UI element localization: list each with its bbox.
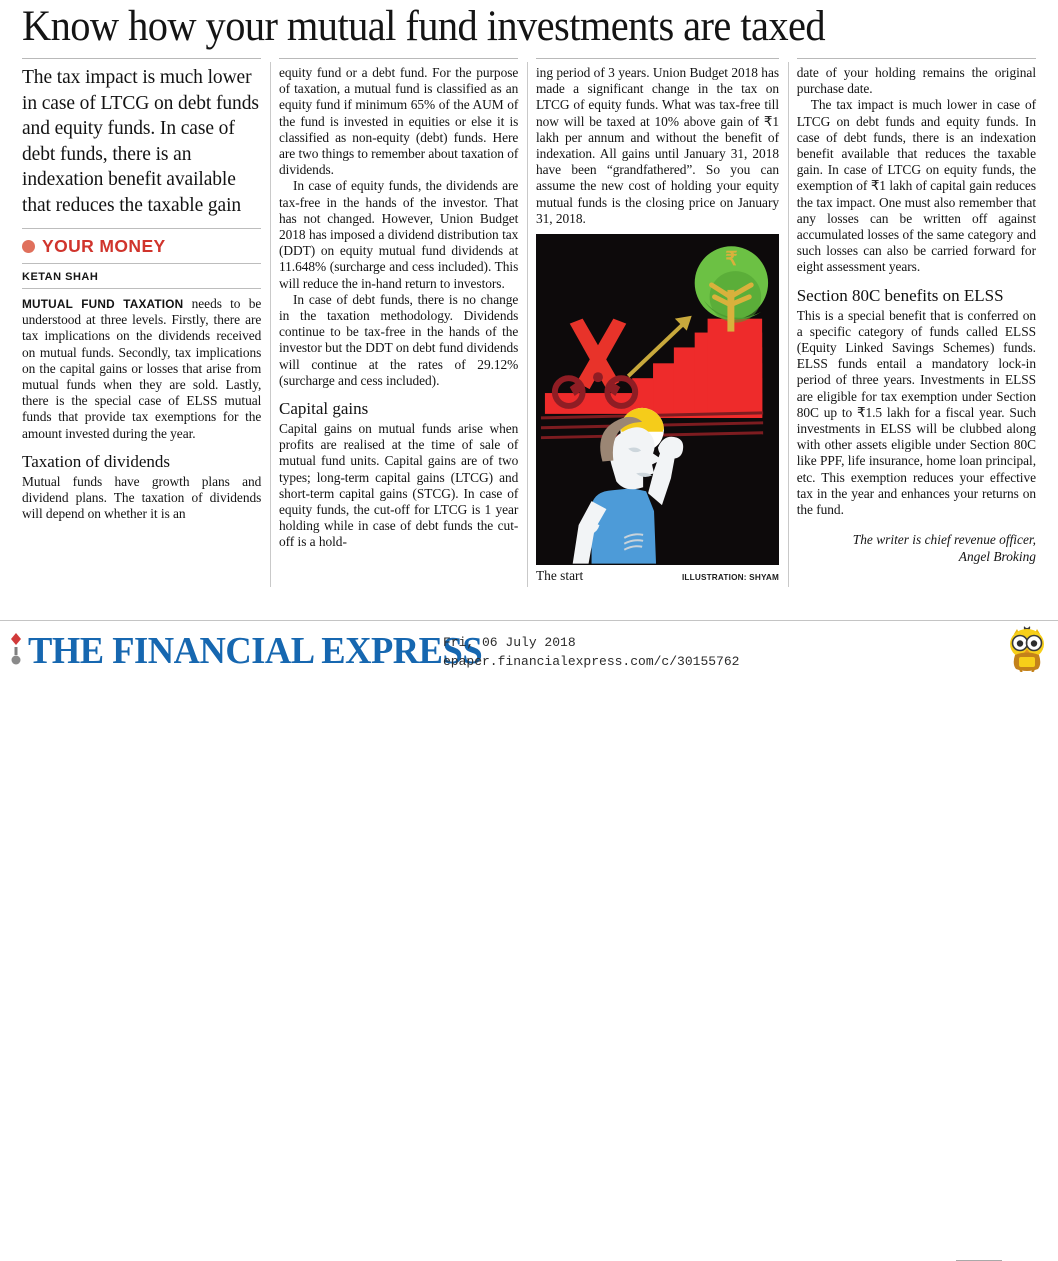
person-fist	[657, 436, 684, 459]
writer-signoff-line2: Angel Broking	[958, 548, 1036, 564]
divider	[22, 263, 262, 264]
column-1: The tax impact is much lower in case of …	[22, 58, 261, 613]
publication-date: Fri, 06 July 2018	[443, 635, 576, 650]
illustration-image: ₹	[536, 234, 779, 566]
person-face	[609, 427, 662, 490]
subhead-taxation-of-dividends: Taxation of dividends	[22, 451, 171, 471]
divider	[22, 288, 262, 289]
column-gutter	[261, 58, 279, 613]
flexing-person-illustration	[572, 416, 684, 564]
illustration-caption: The start	[536, 568, 584, 584]
kicker-label: YOUR MONEY	[42, 236, 166, 256]
paragraph: The tax impact is much lower in case of …	[796, 97, 1036, 275]
rupee-symbol: ₹	[725, 248, 737, 269]
standfirst: The tax impact is much lower in case of …	[22, 67, 259, 216]
byline: KETAN SHAH	[22, 271, 99, 283]
page-title: Know how your mutual fund investments ar…	[22, 3, 826, 50]
article-columns: The tax impact is much lower in case of …	[22, 58, 1036, 613]
person-right-arm	[648, 447, 676, 506]
writer-signoff-line1: The writer is chief revenue officer,	[852, 532, 1036, 548]
column-top-rule	[536, 58, 779, 59]
subhead-section-80c: Section 80C benefits on ELSS	[796, 285, 1004, 305]
money-tree-icon: ₹	[694, 246, 769, 332]
divider	[22, 228, 262, 229]
growth-arrow-icon	[626, 315, 692, 378]
person-shirt	[591, 488, 657, 564]
column-top-rule	[796, 58, 1036, 59]
person-fingers	[623, 533, 644, 551]
scissors-icon	[551, 318, 639, 409]
footer-top-rule	[0, 620, 1058, 621]
column-2: equity fund or a debt fund. For the purp…	[279, 58, 518, 613]
column-4: date of your holding remains the origina…	[796, 58, 1036, 613]
column-top-rule	[279, 58, 519, 59]
footer-meta: Fri, 06 July 2018 epaper.financialexpres…	[443, 633, 739, 671]
paragraph: MUTUAL FUND TAXATION needs to be underst…	[22, 296, 261, 442]
person-hair	[600, 416, 643, 462]
lead-bold-text: MUTUAL FUND TAXATION	[22, 297, 184, 311]
column-top-rule	[22, 58, 262, 59]
masthead[interactable]: THE FINANCIAL EXPRESS	[8, 631, 501, 671]
owl-logo-icon	[1004, 624, 1050, 673]
column-gutter	[518, 58, 536, 613]
subhead-capital-gains: Capital gains	[279, 399, 369, 419]
lead-rest-text: needs to be understood at three levels. …	[22, 296, 262, 441]
illustration-caption-row: The start ILLUSTRATION: SHYAM	[536, 568, 779, 584]
column-3: ing period of 3 years. Union Budget 2018…	[536, 58, 779, 613]
headline-area: Know how your mutual fund investments ar…	[22, 2, 1036, 54]
illustration-svg: ₹	[537, 235, 778, 564]
masthead-mark-icon	[8, 631, 24, 671]
illustration-block: ₹	[536, 234, 779, 584]
paragraph: ing period of 3 years. Union Budget 2018…	[536, 65, 779, 226]
paragraph: Capital gains on mutual funds arise when…	[279, 421, 519, 550]
column-gutter	[779, 58, 797, 613]
illustration-credit: ILLUSTRATION: SHYAM	[681, 573, 779, 583]
paragraph: equity fund or a debt fund. For the purp…	[279, 65, 519, 178]
kicker-dot-icon	[22, 240, 35, 253]
page-footer: THE FINANCIAL EXPRESS Fri, 06 July 2018 …	[0, 620, 1058, 1261]
paragraph: date of your holding remains the origina…	[796, 65, 1036, 97]
paragraph: This is a special benefit that is confer…	[796, 307, 1036, 518]
paragraph: In case of debt funds, there is no chang…	[279, 291, 519, 388]
paragraph: In case of equity funds, the dividends a…	[279, 178, 519, 291]
paragraph: Mutual funds have growth plans and divid…	[22, 473, 262, 522]
section-kicker: YOUR MONEY	[22, 236, 261, 257]
staircase-shape	[544, 318, 763, 418]
epaper-url[interactable]: epaper.financialexpress.com/c/30155762	[443, 654, 740, 669]
masthead-title: THE FINANCIAL EXPRESS	[28, 630, 483, 672]
